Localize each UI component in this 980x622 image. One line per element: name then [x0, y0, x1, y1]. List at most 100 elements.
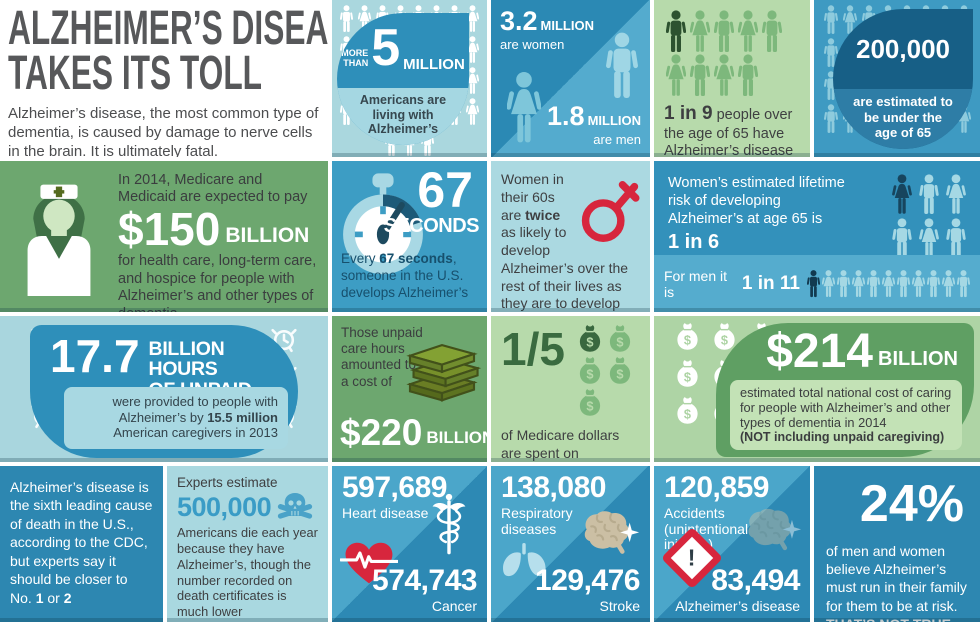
man-icon — [946, 218, 966, 258]
experts-number: 500,000 — [177, 491, 272, 522]
page-title-line2: TAKES ITS TOLL — [8, 47, 263, 101]
unpaid-care-caption-pre: were provided to people with Alzheimer’s… — [112, 394, 279, 425]
man-icon — [340, 5, 353, 32]
five-million-unit: MILLION — [403, 56, 465, 73]
heart-disease-number: 597,689 — [342, 471, 447, 504]
five-million-drop: MORE THAN 5 MILLION Americans are living… — [337, 13, 469, 145]
unpaid-care-shape: 17.7 BILLION HOURS OF UNPAID CARE were p… — [30, 325, 298, 458]
nurse-icon — [16, 176, 102, 296]
stroke-label: Stroke — [599, 598, 640, 614]
tile-220-billion: Those unpaid care hours amounted to a co… — [332, 316, 487, 462]
tile-under-65: 200,000 are estimated to be under the ag… — [814, 0, 980, 157]
risk-women-pictograph — [876, 174, 966, 255]
risk-men-stat: 1 in 11 — [741, 272, 800, 294]
man-icon — [690, 54, 710, 96]
stroke-number: 129,476 — [535, 564, 640, 597]
brain-icon — [740, 504, 802, 552]
more-label: MORE — [341, 48, 369, 58]
tile-sixth-cause: Alzheimer’s disease is the sixth leading… — [0, 466, 163, 622]
medicare-unit: BILLION — [225, 224, 310, 248]
cost-214-shape: $214 BILLION estimated total national co… — [716, 323, 974, 457]
one-in-nine-pictograph — [666, 10, 788, 96]
risk-men-text: For men it is — [664, 267, 728, 300]
women-caption: are women — [500, 36, 565, 52]
sixth-cause-mid: or — [43, 589, 64, 606]
man-icon — [837, 269, 850, 298]
seconds-caption-bold: 67 seconds — [379, 251, 453, 267]
woman-icon — [919, 218, 939, 258]
medicare-intro: In 2014, Medicare and Medicaid are expec… — [118, 172, 308, 206]
cost-214-unit: BILLION — [878, 348, 958, 371]
one-in-nine-text: people over the age of 65 have Alzheimer… — [664, 107, 794, 157]
seconds-unit: SECONDS — [383, 215, 480, 237]
tile-family-risk-belief: 24% of men and women believe Alzheimer’s… — [814, 466, 980, 622]
cost-214-amount: $214 — [766, 325, 873, 378]
women-60s-post: as likely to develop Alzheimer’s over th… — [501, 224, 629, 312]
money-stack-icon — [401, 338, 483, 402]
accidents-number: 120,859 — [664, 471, 769, 504]
bag-icon — [675, 396, 700, 426]
bag-icon — [577, 324, 603, 354]
woman-icon — [852, 269, 865, 298]
unpaid-care-caption-post: American caregivers in 2013 — [113, 425, 278, 441]
bag-icon — [577, 356, 603, 386]
tile-experts-estimate: Experts estimate 500,000 Americans die e… — [167, 466, 328, 622]
tile-lifetime-risk: Women’s estimated lifetime risk of devel… — [654, 161, 980, 312]
one-in-nine-stat: 1 in 9 — [664, 103, 713, 124]
sixth-cause-bold1: 1 — [35, 589, 44, 606]
woman-icon — [912, 269, 925, 298]
seconds-caption-post: , someone in the U.S. develops Alzheimer… — [341, 251, 469, 301]
family-risk-bold: THAT’S NOT TRUE — [826, 616, 951, 622]
woman-icon — [690, 10, 710, 52]
seconds-number: 67 — [417, 162, 473, 218]
female-symbol-icon — [580, 169, 640, 245]
caduceus-icon — [431, 492, 467, 556]
women-number: 3.2 — [500, 6, 538, 36]
man-icon — [714, 10, 734, 52]
tile-accidents-alzheimers: 120,859 Accidents (unintentional injurie… — [654, 466, 810, 622]
cost-214-caption: estimated total national cost of caring … — [740, 384, 952, 430]
man-icon — [927, 269, 940, 298]
man-icon — [824, 5, 838, 34]
page-title-line1: ALZHEIMER’S DISEASE — [8, 2, 328, 55]
women-60s-bold: twice — [525, 206, 561, 223]
man-icon — [919, 174, 939, 214]
risk-women-text: Women’s estimated lifetime risk of devel… — [668, 175, 845, 228]
unpaid-care-caption-bold: 15.5 million — [207, 409, 278, 425]
woman-icon — [946, 174, 966, 214]
cost-214-note: (NOT including unpaid caregiving) — [740, 430, 945, 444]
sixth-cause-bold2: 2 — [63, 589, 72, 606]
woman-icon — [666, 54, 686, 96]
unpaid-care-line1: BILLION HOURS — [148, 338, 225, 381]
women-unit: MILLION — [540, 17, 594, 33]
than-label: THAN — [343, 57, 369, 68]
respiratory-label: Respiratory diseases — [501, 505, 573, 537]
tile-heart-cancer: 597,689 Heart disease 574,743 Cancer — [332, 466, 487, 622]
risk-women-stat: 1 in 6 — [668, 231, 720, 254]
man-icon — [867, 269, 880, 298]
cancer-number: 574,743 — [372, 564, 477, 597]
money-bag-pictograph — [577, 324, 640, 418]
woman-icon — [892, 174, 912, 214]
woman-icon — [942, 269, 955, 298]
tile-214-billion: $214 BILLION estimated total national co… — [654, 316, 980, 462]
respiratory-number: 138,080 — [501, 471, 606, 504]
sixth-cause-pre: Alzheimer’s disease is the sixth leading… — [10, 479, 153, 606]
woman-icon — [714, 54, 734, 96]
alzheimers-deaths-label: Alzheimer’s disease — [675, 598, 800, 614]
tile-unpaid-care: 17.7 BILLION HOURS OF UNPAID CARE were p… — [0, 316, 328, 462]
seconds-caption-pre: Every — [341, 251, 380, 267]
women-60s-pre: Women in their 60s are — [501, 171, 564, 223]
under-65-number: 200,000 — [856, 34, 950, 64]
men-unit: MILLION — [587, 113, 641, 128]
man-icon — [606, 32, 638, 98]
man-icon — [957, 269, 970, 298]
bag-icon — [675, 359, 700, 389]
cost-220-amount: $220 — [340, 411, 423, 453]
one-fifth-stat: 1/5 — [501, 323, 565, 375]
tile-one-in-nine: 1 in 9 people over the age of 65 have Al… — [654, 0, 810, 157]
bag-icon — [607, 324, 633, 354]
title-panel: ALZHEIMER’S DISEASE TAKES ITS TOLL Alzhe… — [0, 0, 328, 157]
man-icon — [738, 54, 758, 96]
men-number: 1.8 — [547, 101, 585, 132]
